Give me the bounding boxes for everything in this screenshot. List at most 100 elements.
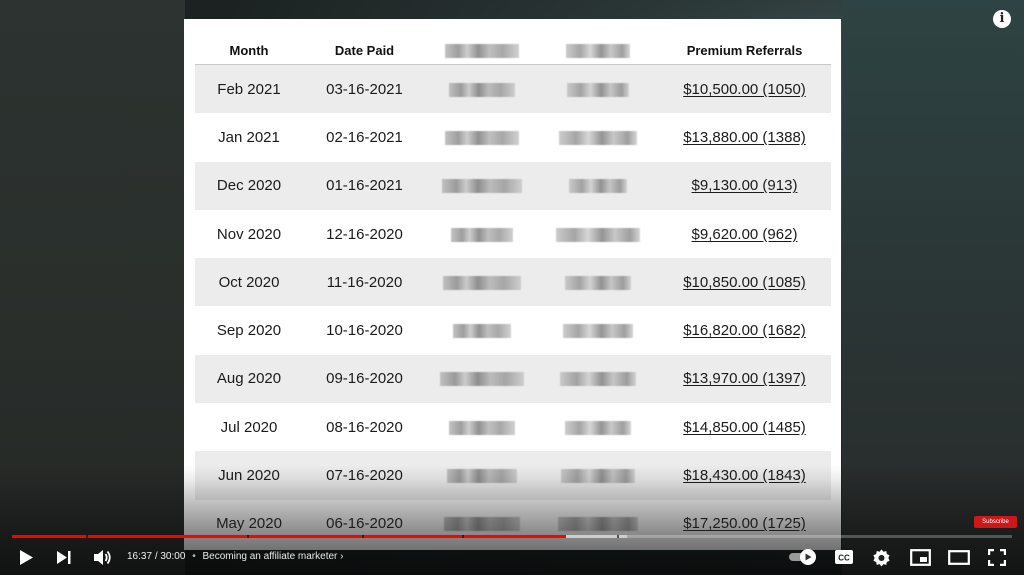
month-cell: Oct 2020 <box>195 258 303 307</box>
table-row: Feb 2021 03-16-2021 $10,500.00 (1050) <box>195 64 831 114</box>
video-frame-slide: Month Date Paid Premium Referrals Feb 20… <box>184 19 841 550</box>
redacted-cell <box>538 113 658 161</box>
month-cell: Jun 2020 <box>195 451 303 500</box>
pixelated-redaction <box>445 43 519 58</box>
redacted-cell <box>538 64 658 114</box>
time-separator: / <box>154 551 161 562</box>
volume-icon[interactable] <box>92 548 112 567</box>
premium-referrals-cell: $18,430.00 (1843) <box>658 451 831 500</box>
pixelated-redaction <box>440 372 524 387</box>
header-date-paid: Date Paid <box>303 36 426 65</box>
pixelated-redaction <box>565 420 631 435</box>
redacted-cell <box>538 451 658 500</box>
play-icon[interactable] <box>18 549 34 566</box>
pixelated-redaction <box>567 82 629 97</box>
date-paid-cell: 09-16-2020 <box>303 354 426 404</box>
header-premium-referrals: Premium Referrals <box>658 36 831 65</box>
svg-text:CC: CC <box>838 554 850 563</box>
pixelated-redaction <box>556 227 640 242</box>
premium-referrals-cell: $9,130.00 (913) <box>658 161 831 210</box>
pixelated-redaction <box>565 275 631 290</box>
date-paid-cell: 08-16-2020 <box>326 418 403 436</box>
redacted-cell <box>426 161 538 210</box>
current-time: 16:37 <box>127 551 153 562</box>
table-row: Oct 2020 11-16-2020 $10,850.00 (1085) <box>195 258 831 307</box>
premium-referrals-cell: $13,880.00 (1388) <box>683 128 806 146</box>
premium-referrals-cell: $14,850.00 (1485) <box>683 418 806 436</box>
pixelated-redaction <box>453 324 511 339</box>
premium-referrals-cell: $16,820.00 (1682) <box>683 322 806 340</box>
redacted-cell <box>426 64 538 114</box>
redacted-cell <box>426 306 538 354</box>
date-paid-cell: 12-16-2020 <box>326 225 403 243</box>
table-row: Jun 2020 07-16-2020 $18,430.00 (1843) <box>195 451 831 500</box>
redacted-cell <box>538 403 658 451</box>
month-cell: Aug 2020 <box>195 354 303 404</box>
miniplayer-icon[interactable] <box>910 549 931 566</box>
subscribe-watermark[interactable]: Subscribe <box>974 516 1017 528</box>
month-cell: Feb 2021 <box>195 64 303 114</box>
redacted-cell <box>426 113 538 161</box>
chapter-marker <box>617 535 619 538</box>
header-redacted-1 <box>426 36 538 65</box>
redacted-cell <box>426 354 538 404</box>
pixelated-redaction <box>443 275 521 290</box>
theater-mode-icon[interactable] <box>948 550 970 565</box>
redacted-cell <box>426 451 538 500</box>
premium-referrals-cell: $10,500.00 (1050) <box>658 64 831 114</box>
table-row: Aug 2020 09-16-2020 $13,970.00 (1397) <box>195 354 831 404</box>
fullscreen-icon[interactable] <box>988 549 1006 566</box>
pixelated-redaction <box>563 324 633 339</box>
pixelated-redaction <box>447 469 517 484</box>
time-display: 16:37 / 30:00 • Becoming an affiliate ma… <box>127 551 344 562</box>
chevron-right-icon: › <box>340 551 344 562</box>
date-paid-cell: 10-16-2020 <box>326 322 403 340</box>
captions-icon[interactable]: CC <box>834 548 854 566</box>
premium-referrals-cell: $10,850.00 (1085) <box>658 258 831 307</box>
month-cell: Jul 2020 <box>220 418 278 436</box>
pixelated-redaction <box>444 517 520 532</box>
redacted-cell <box>538 161 658 210</box>
date-paid-cell: 01-16-2021 <box>303 161 426 210</box>
info-icon[interactable]: i <box>993 10 1011 28</box>
redacted-cell <box>538 306 658 354</box>
video-background-left <box>0 0 185 575</box>
autoplay-toggle[interactable] <box>788 548 818 566</box>
header-redacted-2 <box>538 36 658 65</box>
table-row: Dec 2020 01-16-2021 $9,130.00 (913) <box>195 161 831 210</box>
chapter-title-label: Becoming an affiliate marketer <box>202 551 338 562</box>
settings-gear-icon[interactable] <box>872 548 891 567</box>
pixelated-redaction <box>560 372 636 387</box>
date-paid-cell: 11-16-2020 <box>303 258 426 307</box>
date-paid-cell: 07-16-2020 <box>303 451 426 500</box>
progress-bar[interactable] <box>12 535 1012 538</box>
pixelated-redaction <box>559 130 637 145</box>
redacted-cell <box>538 258 658 307</box>
pixelated-redaction <box>569 179 627 194</box>
redacted-cell <box>426 210 538 258</box>
month-cell: Nov 2020 <box>216 225 282 243</box>
pixelated-redaction <box>451 227 513 242</box>
table-row: Sep 2020 10-16-2020 $16,820.00 (1682) <box>195 306 831 354</box>
chapter-title[interactable]: Becoming an affiliate marketer › <box>202 551 343 562</box>
duration: 30:00 <box>160 551 186 562</box>
month-cell: Dec 2020 <box>195 161 303 210</box>
pixelated-redaction <box>558 517 638 532</box>
table-row: Nov 2020 12-16-2020 $9,620.00 (962) <box>195 210 831 258</box>
table-row: Jul 2020 08-16-2020 $14,850.00 (1485) <box>195 403 831 451</box>
table-row: Jan 2021 02-16-2021 $13,880.00 (1388) <box>195 113 831 161</box>
redacted-cell <box>426 258 538 307</box>
dot-separator: • <box>192 551 196 562</box>
redacted-cell <box>538 354 658 404</box>
chapter-marker <box>86 535 88 538</box>
header-month: Month <box>195 36 303 65</box>
pixelated-redaction <box>561 469 635 484</box>
date-paid-cell: 03-16-2021 <box>303 64 426 114</box>
next-icon[interactable] <box>55 549 72 566</box>
player-controls: 16:37 / 30:00 • Becoming an affiliate ma… <box>0 540 1024 575</box>
payments-table: Month Date Paid Premium Referrals Feb 20… <box>195 36 831 548</box>
chapter-marker <box>462 535 464 538</box>
pixelated-redaction <box>566 43 630 58</box>
premium-referrals-cell: $9,620.00 (962) <box>691 225 798 243</box>
redacted-cell <box>426 403 538 451</box>
